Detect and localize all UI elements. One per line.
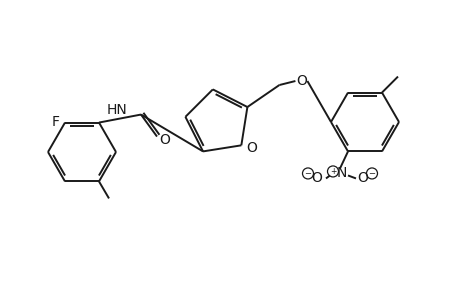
Text: O: O — [311, 171, 322, 185]
Text: HN: HN — [106, 103, 127, 117]
Text: +: + — [329, 167, 336, 176]
Text: O: O — [159, 133, 170, 147]
Text: O: O — [246, 141, 256, 155]
Text: F: F — [52, 115, 60, 129]
Text: N: N — [336, 167, 347, 180]
Text: O: O — [295, 74, 306, 88]
Text: −: − — [368, 169, 375, 178]
Text: −: − — [304, 169, 311, 178]
Text: O: O — [357, 171, 368, 185]
